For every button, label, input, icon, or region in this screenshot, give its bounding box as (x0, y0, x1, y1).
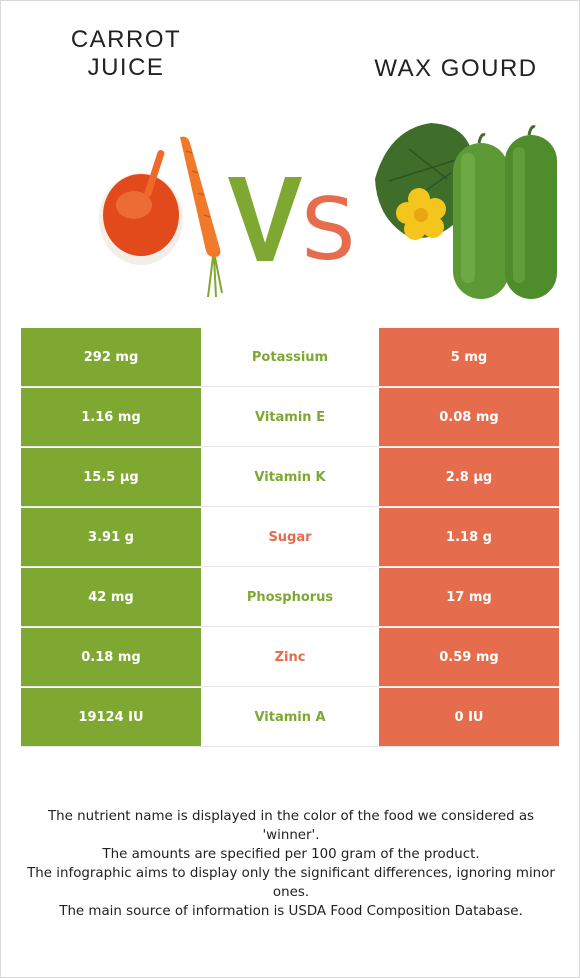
nutrient-name: Phosphorus (201, 568, 379, 627)
wax-gourd-value: 0.08 mg (379, 388, 559, 447)
vs-letter-s: S (301, 180, 353, 269)
footer-notes: The nutrient name is displayed in the co… (21, 807, 561, 921)
nutrient-name: Vitamin A (201, 688, 379, 747)
footer-note-per-100g: The amounts are specified per 100 gram o… (102, 847, 480, 862)
wax-gourd-value: 1.18 g (379, 508, 559, 567)
carrot-juice-value: 19124 IU (21, 688, 201, 747)
table-row: 292 mg Potassium 5 mg (21, 328, 559, 388)
wax-gourd-value: 0 IU (379, 688, 559, 747)
nutrient-name: Vitamin K (201, 448, 379, 507)
carrot-juice-value: 3.91 g (21, 508, 201, 567)
right-food-title: WAX GOURD (374, 55, 538, 82)
carrot-icon (180, 136, 221, 257)
flower-icon (396, 188, 446, 240)
nutrient-comparison-table: 292 mg Potassium 5 mg 1.16 mg Vitamin E 0.08 … (21, 328, 559, 748)
table-row: 3.91 g Sugar 1.18 g (21, 508, 559, 568)
vs-letter-v (228, 177, 302, 261)
table-row: 15.5 µg Vitamin K 2.8 µg (21, 448, 559, 508)
carrot-juice-value: 292 mg (21, 328, 201, 387)
wax-gourd-value: 2.8 µg (379, 448, 559, 507)
wax-gourd-value: 17 mg (379, 568, 559, 627)
footer-note-data-source: The main source of information is USDA F… (59, 904, 523, 919)
nutrient-name: Zinc (201, 628, 379, 687)
carrot-juice-value: 0.18 mg (21, 628, 201, 687)
versus-mark: S (228, 177, 353, 269)
straw-icon (144, 150, 165, 197)
table-row: 1.16 mg Vitamin E 0.08 mg (21, 388, 559, 448)
wax-gourd-value: 5 mg (379, 328, 559, 387)
nutrient-name: Potassium (201, 328, 379, 387)
nutrient-name: Sugar (201, 508, 379, 567)
gourd-right-icon (505, 135, 557, 299)
carrot-juice-value: 42 mg (21, 568, 201, 627)
nutrient-name: Vitamin E (201, 388, 379, 447)
table-row: 42 mg Phosphorus 17 mg (21, 568, 559, 628)
carrot-juice-illustration (99, 136, 223, 298)
carrot-juice-value: 1.16 mg (21, 388, 201, 447)
left-food-title-line2: JUICE (87, 54, 165, 81)
wax-gourd-value: 0.59 mg (379, 628, 559, 687)
left-food-title: CARROT JUICE (41, 26, 211, 82)
left-food-title-line1: CARROT (70, 26, 182, 53)
carrot-leaves-icon (207, 256, 223, 298)
carrot-juice-value: 15.5 µg (21, 448, 201, 507)
wax-gourd-illustration (375, 123, 557, 299)
table-row: 0.18 mg Zinc 0.59 mg (21, 628, 559, 688)
footer-note-significant-differences: The infographic aims to display only the… (27, 866, 555, 900)
footer-note-winner-color: The nutrient name is displayed in the co… (47, 809, 535, 843)
